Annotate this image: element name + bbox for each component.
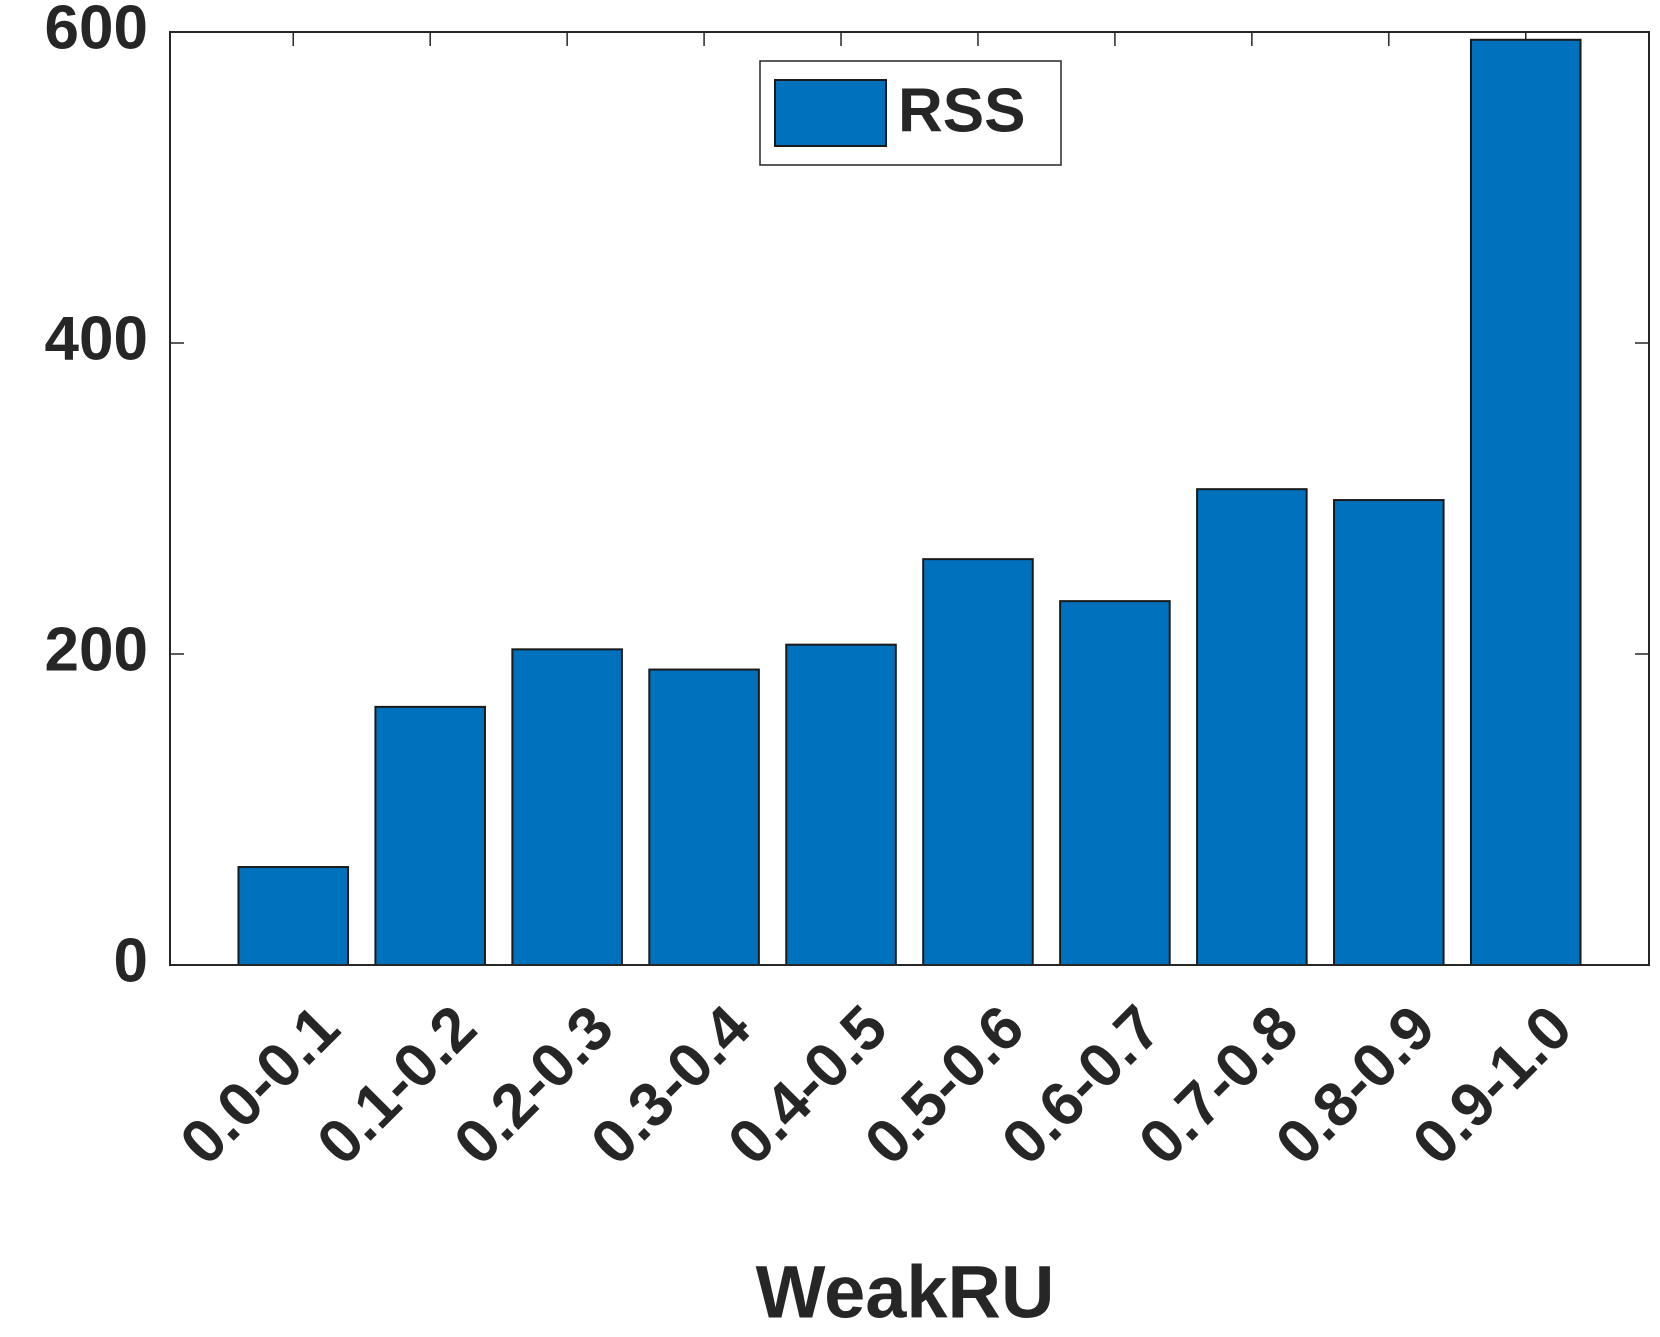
axes-box	[169, 31, 1650, 966]
y-tick-label: 400	[45, 304, 148, 373]
bar	[511, 648, 623, 967]
y-tick-label: 200	[45, 615, 148, 684]
x-tick-label: 0.9-1.0	[1400, 993, 1585, 1178]
x-axis-label: WeakRU	[756, 1251, 1055, 1334]
bar	[1469, 38, 1582, 966]
y-tick-label: 0	[114, 926, 148, 995]
bar	[237, 866, 350, 966]
legend-label: RSS	[898, 76, 1025, 145]
bar	[1333, 499, 1445, 966]
bar	[374, 705, 486, 966]
legend-swatch	[774, 79, 887, 147]
bar	[648, 668, 760, 966]
bar	[785, 643, 897, 966]
bar	[922, 558, 1034, 967]
y-tick-label: 600	[45, 0, 148, 62]
bar	[1059, 600, 1171, 966]
bar	[1196, 488, 1308, 966]
